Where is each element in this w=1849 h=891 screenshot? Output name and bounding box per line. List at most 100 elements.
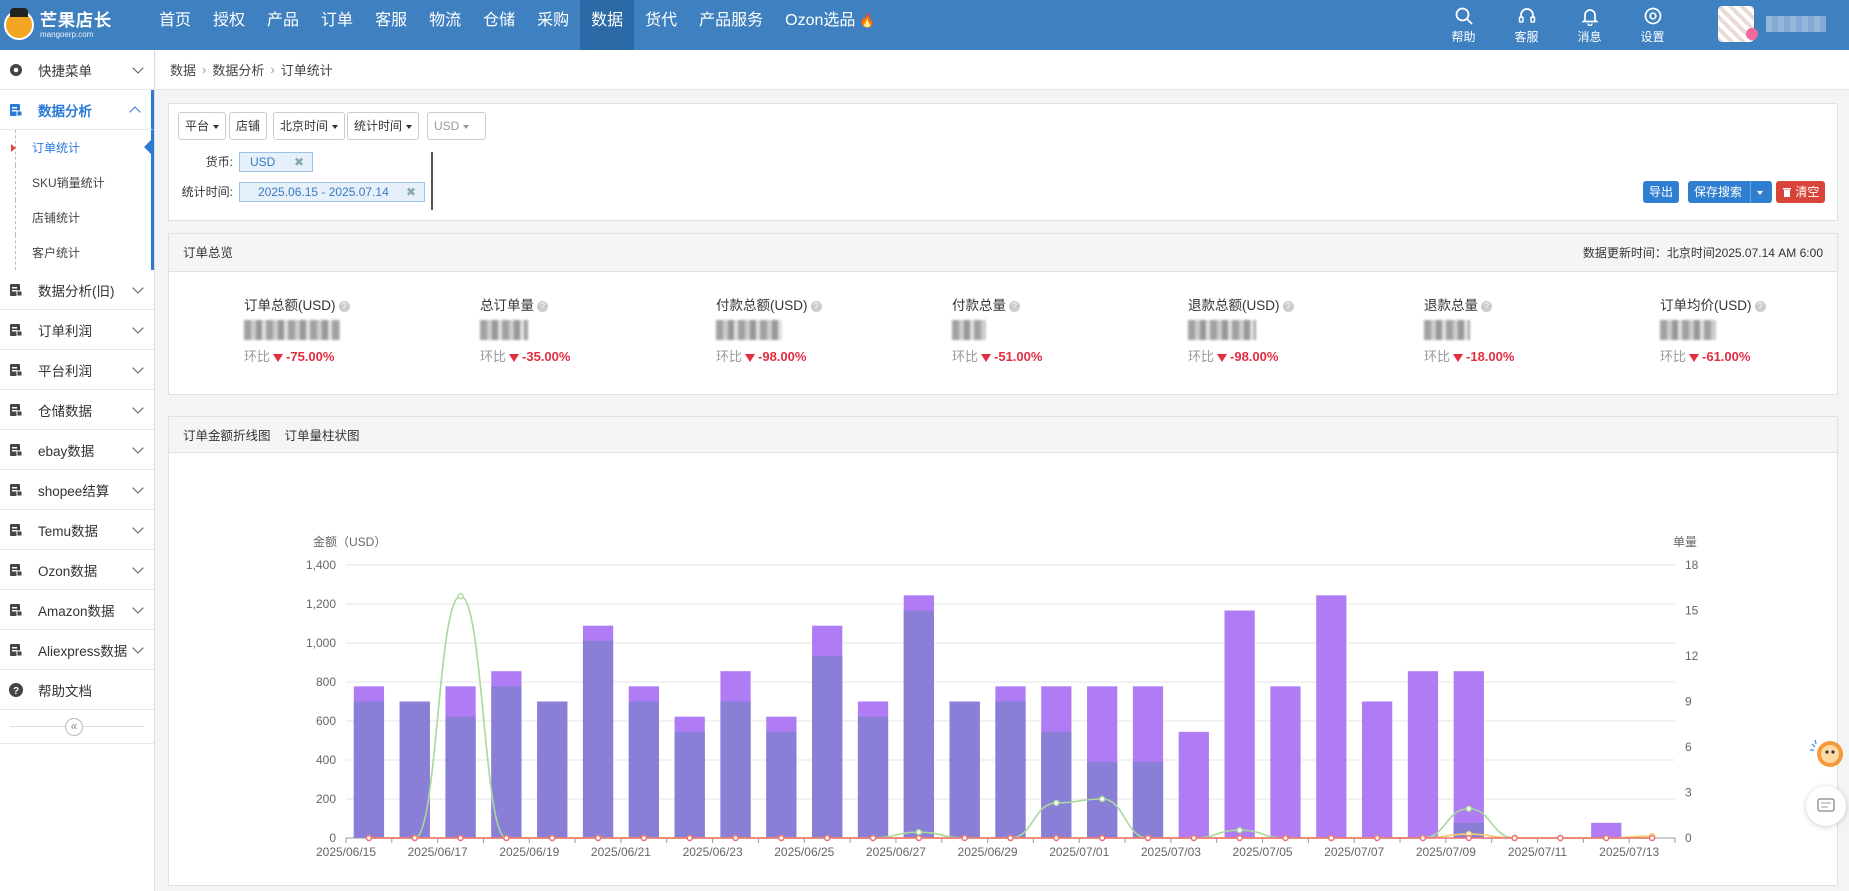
point-refund-amount[interactable]: [1603, 834, 1610, 842]
point-refund-amount[interactable]: [823, 834, 831, 842]
nav-customer-service[interactable]: 客服: [364, 0, 418, 50]
bar-refund-count[interactable]: [949, 701, 980, 839]
point-order-amount[interactable]: [1465, 805, 1472, 812]
save-search-caret[interactable]: [1750, 181, 1772, 203]
close-icon[interactable]: ✖: [293, 155, 304, 169]
question-icon[interactable]: ?: [1481, 300, 1492, 312]
point-refund-amount[interactable]: [1053, 834, 1060, 842]
bar-refund-count[interactable]: [582, 640, 614, 838]
nav-data[interactable]: 数据: [580, 0, 635, 50]
point-refund-amount[interactable]: [1007, 834, 1014, 842]
nav-products[interactable]: 产品: [256, 0, 310, 50]
point-refund-amount[interactable]: [915, 834, 923, 842]
platform-dropdown[interactable]: 平台: [178, 112, 227, 140]
mascot-helper-icon[interactable]: [1806, 732, 1846, 772]
point-refund-amount[interactable]: [1328, 834, 1335, 842]
question-icon[interactable]: ?: [810, 300, 822, 312]
bar-order-count[interactable]: [1178, 731, 1209, 838]
point-refund-amount[interactable]: [961, 834, 968, 842]
sidebar-sub-store-stats[interactable]: 店铺统计: [0, 200, 154, 235]
sidebar-collapse[interactable]: «: [0, 710, 154, 744]
sidebar-item-ozon-data[interactable]: Ozon数据: [0, 550, 154, 590]
currency-dropdown[interactable]: USD: [427, 112, 486, 140]
point-refund-amount[interactable]: [1419, 834, 1427, 842]
point-order-amount[interactable]: [1053, 799, 1060, 807]
bar-order-count[interactable]: [1224, 610, 1255, 839]
sidebar-item-order-profit[interactable]: 订单利润: [0, 310, 154, 350]
nav-warehouse[interactable]: 仓储: [472, 0, 526, 50]
point-refund-amount[interactable]: [549, 834, 556, 842]
settings-button[interactable]: 设置: [1621, 0, 1684, 50]
bar-refund-count[interactable]: [353, 701, 385, 839]
bar-refund-count[interactable]: [903, 610, 934, 839]
breadcrumb-data-analysis[interactable]: 数据分析: [212, 63, 265, 78]
bar-refund-count[interactable]: [812, 656, 843, 838]
point-refund-amount[interactable]: [594, 834, 602, 842]
nav-orders[interactable]: 订单: [310, 0, 364, 50]
sidebar-sub-order-stats[interactable]: 订单统计: [0, 130, 154, 165]
export-button[interactable]: 导出: [1643, 181, 1680, 203]
sidebar-item-temu-data[interactable]: Temu数据: [0, 510, 154, 550]
point-refund-amount[interactable]: [1190, 834, 1198, 842]
point-refund-amount[interactable]: [1236, 834, 1243, 842]
point-refund-amount[interactable]: [1098, 834, 1106, 842]
sidebar-item-aliexpress-data[interactable]: Aliexpress数据: [0, 630, 154, 670]
save-search-button[interactable]: 保存搜索: [1688, 181, 1772, 203]
nav-freight[interactable]: 货代: [634, 0, 688, 50]
bar-refund-count[interactable]: [491, 686, 522, 838]
bar-order-count[interactable]: [1453, 671, 1484, 838]
question-icon[interactable]: ?: [338, 300, 350, 312]
bar-refund-count[interactable]: [995, 701, 1026, 839]
sidebar-item-ebay-data[interactable]: ebay数据: [0, 430, 154, 470]
point-order-amount[interactable]: [1236, 827, 1243, 834]
tab-order-amount-line[interactable]: 订单金额折线图: [183, 429, 271, 443]
nav-purchasing[interactable]: 采购: [526, 0, 580, 50]
point-refund-amount[interactable]: [640, 834, 648, 842]
store-button[interactable]: 店铺: [229, 112, 268, 140]
sidebar-item-platform-profit[interactable]: 平台利润: [0, 350, 154, 390]
nav-ozon-selection[interactable]: Ozon选品 🔥: [774, 0, 886, 50]
bar-order-count[interactable]: [1270, 686, 1301, 838]
sidebar-item-warehouse-data[interactable]: 仓储数据: [0, 390, 154, 430]
point-refund-amount[interactable]: [411, 834, 418, 842]
app-logo[interactable]: 芒果店长 mangoerp.com: [4, 4, 154, 46]
point-refund-amount[interactable]: [1511, 834, 1518, 842]
point-order-amount[interactable]: [915, 828, 923, 836]
tab-order-count-bar[interactable]: 订单量柱状图: [284, 429, 360, 443]
point-refund-amount[interactable]: [1465, 834, 1472, 842]
bar-order-count[interactable]: [1591, 822, 1622, 838]
point-refund-amount[interactable]: [365, 834, 373, 842]
nav-authorize[interactable]: 授权: [202, 0, 256, 50]
sidebar-item-data-analysis[interactable]: 数据分析: [0, 90, 154, 130]
point-refund-amount[interactable]: [1557, 834, 1564, 842]
sidebar-sub-customer-stats[interactable]: 客户统计: [0, 235, 154, 270]
bar-refund-count[interactable]: [1132, 762, 1164, 838]
bar-order-count[interactable]: [1316, 595, 1347, 838]
sidebar-item-help-docs[interactable]: ? 帮助文档: [0, 670, 154, 710]
point-order-amount[interactable]: [457, 592, 464, 600]
bar-refund-count[interactable]: [445, 716, 476, 838]
point-refund-amount[interactable]: [1373, 834, 1381, 842]
bar-refund-count[interactable]: [720, 701, 751, 839]
sidebar-item-data-analysis-old[interactable]: 数据分析(旧): [0, 270, 154, 310]
point-refund-amount[interactable]: [457, 834, 464, 842]
bar-refund-count[interactable]: [628, 701, 660, 839]
user-menu[interactable]: [1710, 6, 1840, 42]
nav-home[interactable]: 首页: [148, 0, 202, 50]
bar-refund-count[interactable]: [537, 701, 568, 839]
point-refund-amount[interactable]: [503, 834, 510, 842]
sidebar-item-shopee-settlement[interactable]: shopee结算: [0, 470, 154, 510]
bar-refund-count[interactable]: [766, 731, 797, 838]
sidebar-sub-sku-sales-stats[interactable]: SKU销量统计: [0, 165, 154, 200]
question-icon[interactable]: ?: [537, 300, 548, 312]
point-refund-amount[interactable]: [732, 834, 739, 842]
help-button[interactable]: 帮助: [1432, 0, 1495, 50]
point-order-amount[interactable]: [1098, 795, 1106, 803]
sidebar-item-quick-menu[interactable]: 快捷菜单: [0, 50, 154, 90]
messages-button[interactable]: 消息: [1558, 0, 1621, 50]
sidebar-item-amazon-data[interactable]: Amazon数据: [0, 590, 154, 630]
question-icon[interactable]: ?: [1009, 300, 1020, 312]
point-refund-amount[interactable]: [686, 834, 693, 842]
timezone-dropdown[interactable]: 北京时间: [273, 112, 346, 140]
customer-service-button[interactable]: 客服: [1495, 0, 1558, 50]
